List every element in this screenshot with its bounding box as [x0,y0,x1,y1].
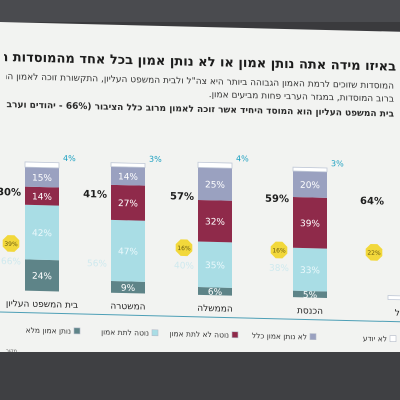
arab-subgroup-badge [365,243,383,261]
bar-segment-somewhat-trust [198,241,232,288]
arab-subgroup-label: 16% [272,247,286,254]
bar-segment-somewhat-no-trust [293,197,327,249]
legend-swatch [151,329,159,337]
trust-total-label: 38% [269,264,289,274]
legend-swatch [389,335,397,342]
legend-swatch [231,331,239,339]
bar-segment-no-trust [198,167,232,201]
legend-entry: לא יודע [363,334,387,344]
data-label-somewhat-no-trust: 39% [300,219,320,229]
bar-segment-dont-know [292,166,328,173]
arab-subgroup-badge [175,239,193,257]
no-trust-total-label: 64% [360,196,384,208]
data-label-somewhat-no-trust: 14% [32,192,52,202]
data-label-somewhat-trust: 33% [300,266,320,276]
arab-subgroup-label: 16% [177,245,191,252]
bar-segment-no-trust [111,166,145,186]
bar-segment-no-trust [293,171,327,198]
data-label-somewhat-trust: 35% [205,261,225,271]
data-label-somewhat-no-trust: 32% [205,217,225,227]
stacked-bar-chart: 3% 64% 22% צה"ל 5% 33% 39% 20% 3% 59% 38% 16% הכנסת 6… [0,154,400,344]
no-trust-total-label: 30% [0,187,21,199]
arab-subgroup-label: 22% [367,250,381,257]
projected-slide: באיזו מידה אתה נותן אמון או לא נותן אמון… [0,22,400,368]
bar-segment-somewhat-no-trust [25,186,59,206]
data-label-somewhat-trust: 47% [118,247,138,257]
projector-bottom-border [0,352,400,400]
data-label-full-trust: 24% [32,272,52,282]
data-label-dont-know: 4% [63,154,76,163]
bar-segment-somewhat-trust [293,247,327,292]
no-trust-total-label: 57% [170,191,194,203]
legend-entry: נוטה לא לתת אמון [169,329,229,339]
category-label: צה"ל [395,309,400,319]
bar-segment-full-trust [111,281,145,294]
data-label-full-trust: 6% [208,288,223,298]
trust-total-label: 40% [174,261,194,271]
arab-subgroup-badge [270,241,288,259]
arab-subgroup-label: 39% [4,241,18,248]
bar-segment-somewhat-no-trust [111,184,145,221]
bar-segment-full-trust [293,290,327,298]
bar-segment-dont-know [387,295,400,301]
bar-segment-full-trust [198,287,232,296]
data-label-no-trust: 14% [118,172,138,182]
legend-entry: נותן אמון מלא [26,326,71,336]
projector-top-border [0,0,400,22]
no-trust-total-label: 41% [83,189,107,201]
category-label: הממשלה [197,304,233,315]
data-label-somewhat-no-trust: 27% [118,199,138,209]
bar-segment-full-trust [25,259,59,292]
data-label-dont-know: 4% [236,154,249,163]
bar-segment-somewhat-no-trust [198,199,232,243]
data-label-dont-know: 3% [331,159,344,168]
bar-segment-no-trust [25,167,59,188]
legend-swatch [309,333,317,341]
data-label-full-trust: 5% [303,291,318,301]
trust-total-label: 66% [1,257,21,267]
chart-baseline [0,311,400,323]
data-label-full-trust: 9% [121,284,136,294]
legend-entry: לא נותן אמון כלל [252,331,307,341]
data-label-dont-know: 3% [149,155,162,164]
category-label: המשטרה [110,302,145,313]
legend-swatch [73,327,81,335]
category-label: בית המשפט העליון [6,299,78,311]
arab-subgroup-badge [2,235,20,252]
bar-segment-dont-know [197,161,233,169]
data-label-no-trust: 25% [205,180,225,190]
data-label-no-trust: 20% [300,181,320,191]
bar-segment-dont-know [110,162,146,168]
category-label: הכנסת [297,306,323,317]
trust-total-label: 56% [87,259,107,269]
bar-segment-dont-know [24,161,60,169]
data-label-somewhat-trust: 42% [32,229,52,239]
data-label-no-trust: 15% [32,174,52,184]
no-trust-total-label: 59% [265,194,289,206]
bar-segment-somewhat-trust [25,204,59,261]
legend-entry: נוטה לתת אמון [101,327,149,337]
bar-segment-somewhat-trust [111,219,145,282]
